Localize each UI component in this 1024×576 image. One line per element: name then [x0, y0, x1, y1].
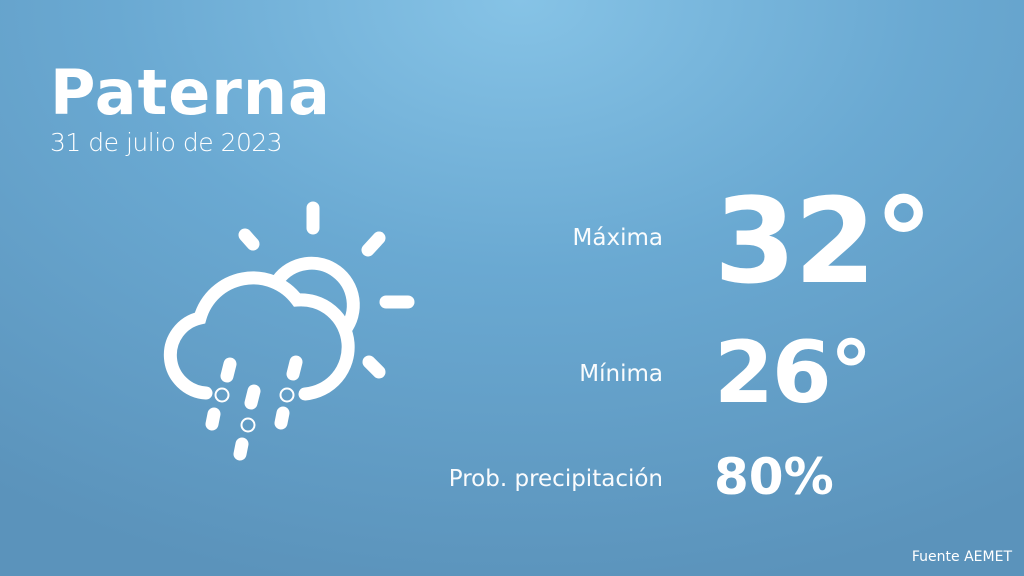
max-temp-value: 32° — [714, 172, 933, 310]
forecast-date: 31 de julio de 2023 — [50, 128, 283, 157]
source-credit: Fuente AEMET — [911, 549, 1012, 565]
precip-prob-label: Prob. precipitación — [448, 466, 663, 492]
min-temp-label: Mínima — [579, 361, 663, 387]
precip-prob-value: 80% — [714, 448, 834, 506]
min-temp-value: 26° — [714, 323, 873, 423]
max-temp-label: Máxima — [572, 225, 663, 251]
location-title: Paterna — [50, 56, 331, 129]
